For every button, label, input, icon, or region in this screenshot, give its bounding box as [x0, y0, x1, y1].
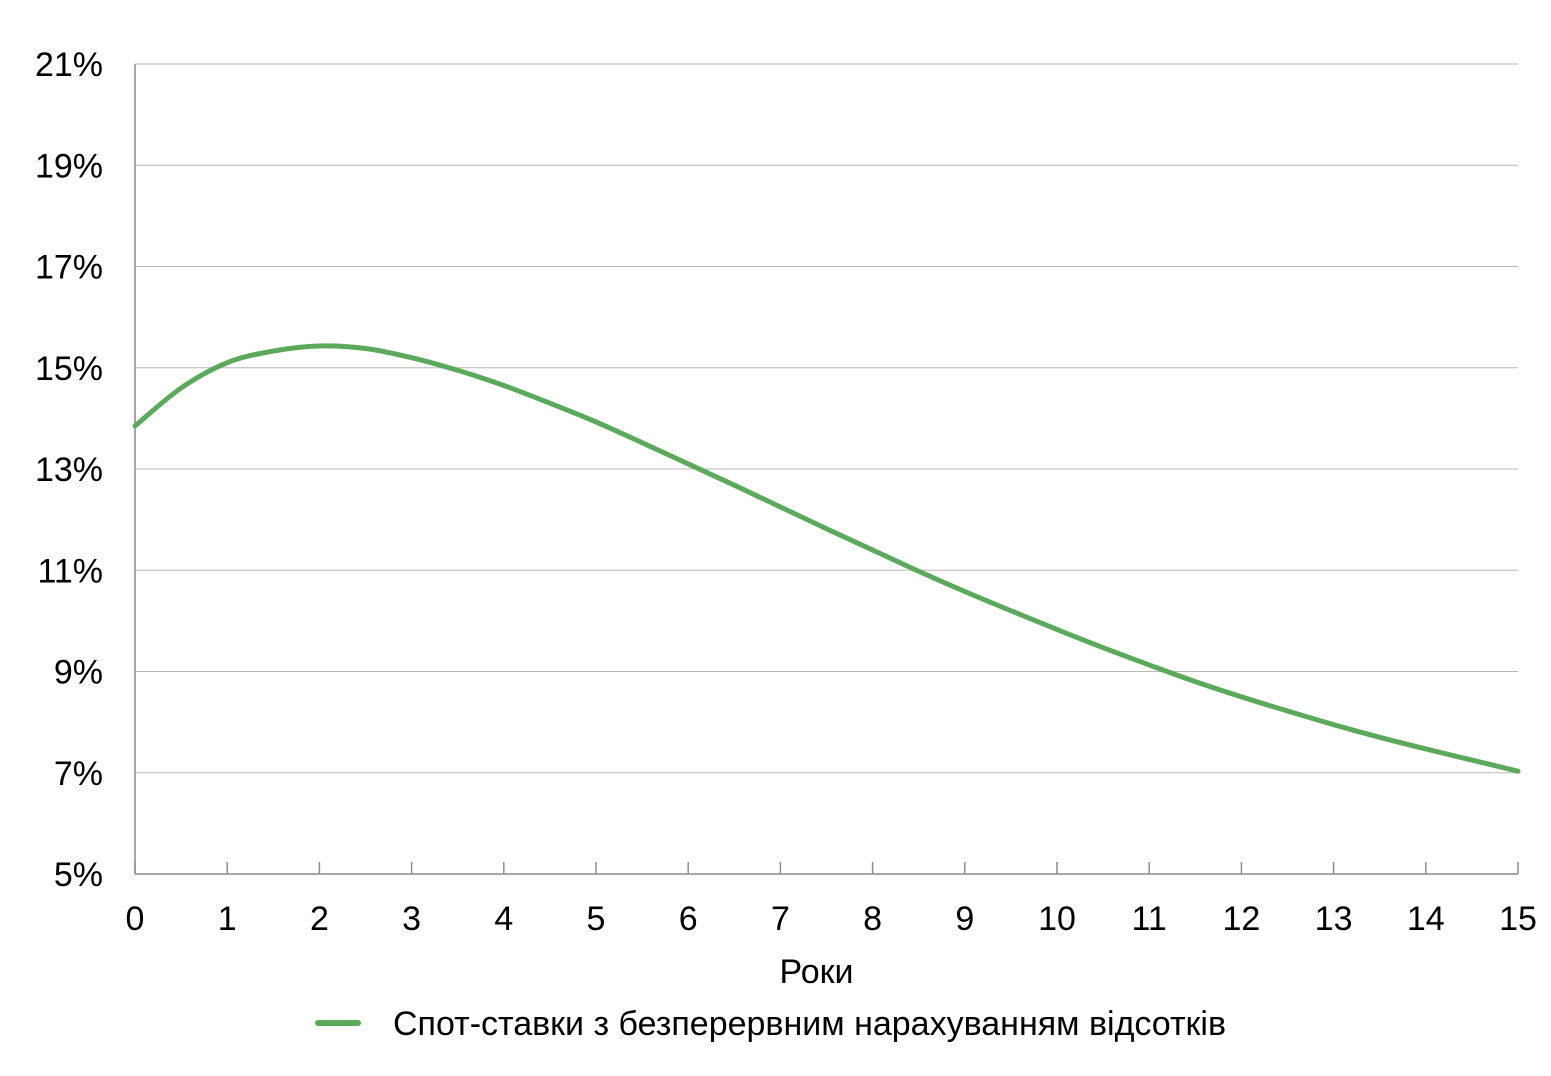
x-tick-label: 6: [679, 900, 698, 938]
y-tick-label: 21%: [35, 46, 103, 84]
series-line-0: [132, 343, 1521, 774]
x-axis-title: Роки: [780, 953, 854, 991]
y-tick-label: 7%: [54, 755, 103, 793]
x-tick-marks: [134, 862, 1519, 874]
axes: [134, 64, 1518, 875]
x-tick-label: 5: [587, 900, 606, 938]
y-tick-label: 11%: [37, 552, 103, 590]
gridlines: [135, 63, 1518, 774]
x-tick-label: 14: [1407, 900, 1445, 938]
x-tick-label: 3: [402, 900, 421, 938]
x-tick-label: 10: [1038, 900, 1076, 938]
x-tick-label: 4: [494, 900, 513, 938]
x-tick-label: 15: [1499, 900, 1537, 938]
x-tick-label: 1: [218, 900, 237, 938]
x-tick-label: 7: [771, 900, 790, 938]
legend: Спот-ставки з безперервним нарахуванням …: [315, 1005, 1226, 1043]
x-tick-label: 11: [1132, 900, 1167, 938]
series-group: [132, 343, 1521, 774]
y-tick-label: 9%: [54, 654, 103, 692]
y-tick-label: 15%: [35, 350, 103, 388]
x-tick-label: 8: [863, 900, 882, 938]
y-tick-label: 17%: [35, 249, 103, 287]
x-tick-labels: 0 1 2 3 4 5 6 7 8 9 10 11 12 13 14 15: [126, 900, 1537, 938]
x-tick-label: 12: [1222, 900, 1260, 938]
y-tick-label: 5%: [54, 856, 103, 894]
y-tick-label: 13%: [35, 451, 103, 489]
y-tick-labels: 5% 7% 9% 11% 13% 15% 17% 19% 21%: [35, 46, 103, 894]
x-tick-label: 0: [126, 900, 145, 938]
x-tick-label: 2: [310, 900, 329, 938]
x-tick-label: 13: [1315, 900, 1353, 938]
legend-label: Спот-ставки з безперервним нарахуванням …: [393, 1005, 1226, 1043]
y-tick-label: 19%: [35, 147, 103, 185]
x-tick-label: 9: [955, 900, 974, 938]
